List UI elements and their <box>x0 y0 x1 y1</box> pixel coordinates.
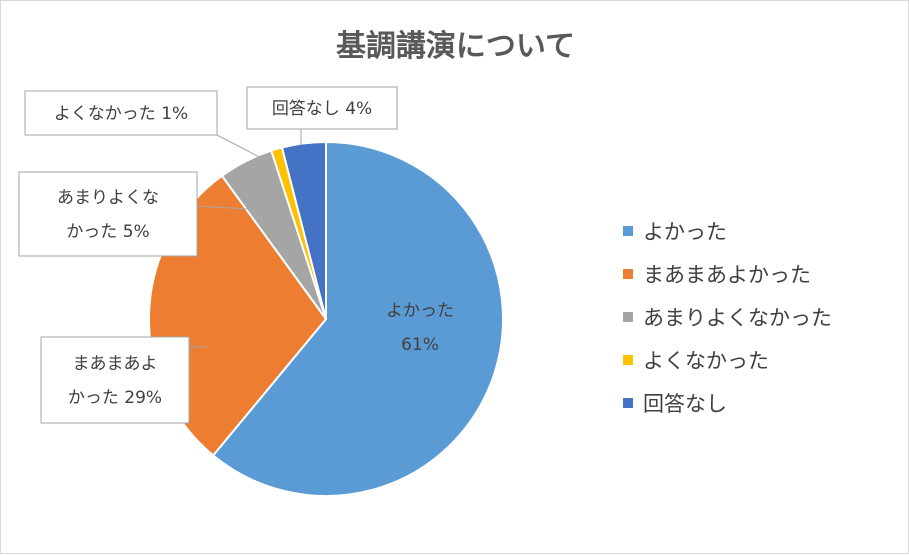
legend-label-4: よくなかった <box>643 348 769 373</box>
legend-swatch-2 <box>623 268 633 279</box>
legend-label-3: あまりよくなかった <box>643 305 832 330</box>
data-label-2-line-2: かった 29% <box>68 388 162 408</box>
legend-swatch-1 <box>623 225 633 236</box>
data-label-2-line-1: まあまあよ <box>73 354 158 374</box>
data-label-box-3 <box>18 171 198 257</box>
legend-item-3: あまりよくなかった <box>623 295 832 338</box>
legend-item-5: 回答なし <box>623 381 832 424</box>
leader-line-3 <box>196 205 250 210</box>
legend-swatch-4 <box>623 354 633 365</box>
legend-swatch-5 <box>623 397 633 408</box>
legend-item-4: よくなかった <box>623 338 832 381</box>
data-label-3-line-1: あまりよくな <box>57 188 159 208</box>
legend-label-2: まあまあよかった <box>643 262 811 287</box>
data-label-4-line-1: よくなかった 1% <box>54 104 188 124</box>
legend-label-1: よかった <box>643 219 727 244</box>
pie-slice-1 <box>211 140 504 497</box>
legend-label-5: 回答なし <box>643 391 727 416</box>
pie-slice-5 <box>280 140 327 320</box>
leader-line-4 <box>216 134 272 164</box>
legend-swatch-3 <box>623 311 633 322</box>
legend: よかったまあまあよかった あまりよくなかった よくなかった 回答なし <box>623 209 832 424</box>
data-label-1-line-2: 61% <box>401 335 439 355</box>
data-label-box-5 <box>246 86 398 130</box>
data-label-1-line-1: よかった <box>386 301 454 321</box>
chart-title: 基調講演について <box>335 29 576 64</box>
legend-item-1: よかった <box>623 209 832 252</box>
data-label-box-4 <box>24 90 218 136</box>
data-label-3-line-2: かった 5% <box>66 222 149 242</box>
legend-item-2: まあまあよかった <box>623 252 832 295</box>
data-label-5-line-1: 回答なし 4% <box>272 99 372 119</box>
data-label-box-2 <box>40 336 190 424</box>
